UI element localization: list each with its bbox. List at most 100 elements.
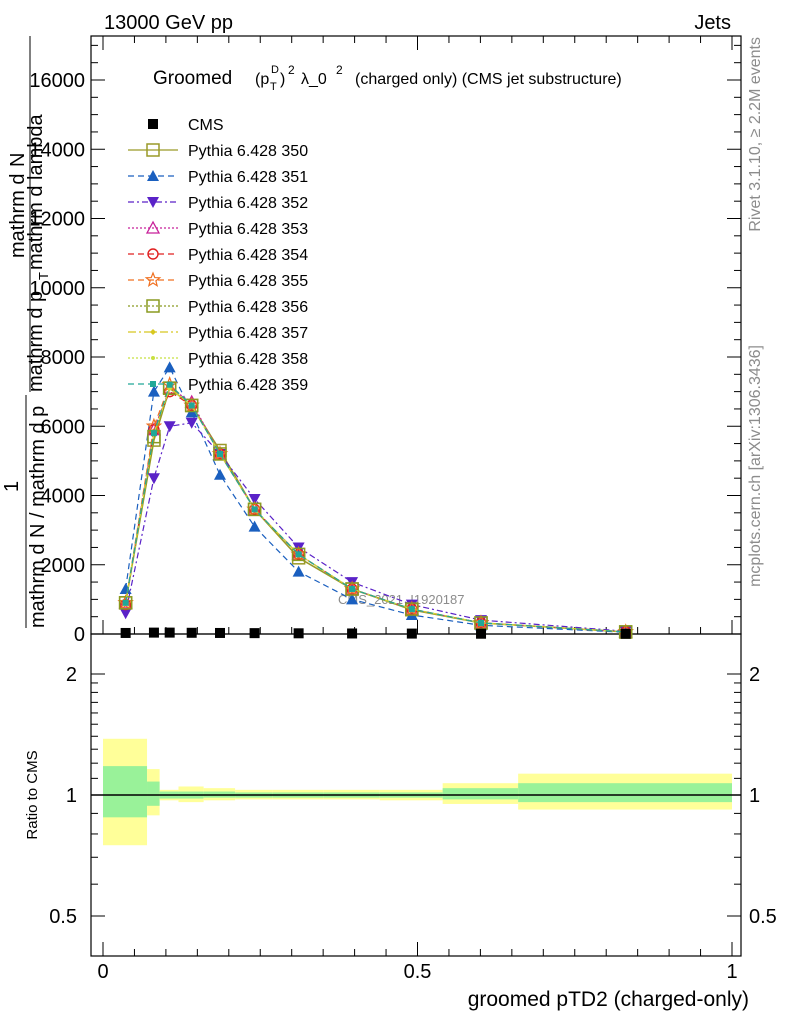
data-point <box>406 603 418 615</box>
y-tick-label: 16000 <box>29 70 85 92</box>
x-tick-label: 1 <box>726 961 737 983</box>
legend-marker <box>150 381 156 387</box>
ylabel-denom-top-rest: mathrm d lambda <box>25 114 47 270</box>
data-point <box>246 500 263 517</box>
legend-label: Pythia 6.428 356 <box>188 299 308 316</box>
data-point <box>148 627 159 638</box>
data-point <box>166 381 173 388</box>
title-close: ) <box>280 71 285 88</box>
data-point <box>478 619 485 626</box>
main-series <box>117 361 635 639</box>
data-point <box>120 627 131 638</box>
legend-marker <box>148 119 158 129</box>
data-point <box>150 430 157 437</box>
main-axis-ticks: 0 2000 4000 6000 8000 10000 12000 14000 16000 0 0.… <box>29 36 741 983</box>
ylabel-numer-top2: N <box>7 153 29 167</box>
header-jets: Jets <box>694 12 731 34</box>
data-point <box>214 627 225 638</box>
legend-label: Pythia 6.428 350 <box>188 143 308 160</box>
legend-marker <box>146 143 160 157</box>
data-point <box>185 417 198 429</box>
legend-item: Pythia 6.428 352 <box>128 195 308 212</box>
legend-marker <box>147 248 159 260</box>
y-tick-label: 10000 <box>29 278 85 300</box>
data-point <box>216 450 223 457</box>
plot-title: Groomed (p D T ) 2 λ_0 2 (charged only) … <box>153 63 622 93</box>
data-point <box>164 627 175 638</box>
title-sup-2: 2 <box>288 63 295 77</box>
data-point <box>183 396 200 413</box>
title-sub-t: T <box>270 81 277 93</box>
mcplots-label: mcplots.cern.ch [arXiv:1306.3436] <box>747 345 764 587</box>
legend-marker <box>145 220 161 234</box>
ylabel-numer: 1 <box>1 481 23 492</box>
data-point <box>620 628 631 639</box>
data-point <box>293 628 304 639</box>
data-point <box>349 585 356 592</box>
legend-item: Pythia 6.428 354 <box>128 247 308 264</box>
ratio-tick-label: 1 <box>66 785 77 807</box>
data-point <box>251 506 258 513</box>
y-tick-label: 0 <box>74 624 85 646</box>
data-point <box>147 385 160 397</box>
legend-label: Pythia 6.428 355 <box>188 273 308 290</box>
legend-label: Pythia 6.428 351 <box>188 169 308 186</box>
data-point <box>163 421 176 433</box>
data-point <box>476 628 487 639</box>
data-point <box>295 551 302 558</box>
title-groomed: Groomed <box>153 68 232 89</box>
ratio-tick-label-right: 2 <box>749 664 760 686</box>
legend-marker <box>147 170 159 181</box>
y-tick-label: 12000 <box>29 209 85 231</box>
data-point <box>292 548 305 561</box>
data-point <box>213 447 227 461</box>
title-lambda: λ_0 <box>301 71 327 88</box>
ratio-tick-label-right: 1 <box>749 785 760 807</box>
data-point <box>343 580 361 597</box>
legend-marker <box>150 329 156 335</box>
legend-item: CMS <box>148 117 224 134</box>
ylabel-numer-top: mathrm d <box>7 174 29 258</box>
ratio-tick-label: 0.5 <box>49 906 77 928</box>
data-point <box>345 582 359 596</box>
data-point <box>347 628 358 639</box>
data-point <box>248 520 261 532</box>
legend: CMS Pythia 6.428 350 Pythia 6.428 351 Pythi… <box>128 117 308 394</box>
legend-label: Pythia 6.428 358 <box>188 351 308 368</box>
ratio-band-inner <box>147 781 160 806</box>
data-point <box>163 361 176 373</box>
data-point <box>119 582 132 594</box>
x-tick-label: 0 <box>97 961 108 983</box>
header-energy: 13000 GeV pp <box>104 12 233 34</box>
data-point <box>346 583 358 595</box>
data-point <box>405 599 418 611</box>
data-point <box>213 468 226 480</box>
data-point <box>118 596 133 610</box>
legend-item: Pythia 6.428 351 <box>128 169 308 186</box>
ratio-tick-label-right: 0.5 <box>749 906 777 928</box>
ylabel-denom-top: mathrm d p <box>25 291 47 392</box>
main-ylabel: mathrm d N mathrm d p T mathrm d lambda … <box>1 36 51 628</box>
legend-item: Pythia 6.428 350 <box>128 143 308 160</box>
legend-label: Pythia 6.428 353 <box>188 221 308 238</box>
ratio-ylabel: Ratio to CMS <box>24 750 41 839</box>
data-point <box>186 627 197 638</box>
data-point <box>248 493 261 505</box>
y-tick-label: 2000 <box>41 555 86 577</box>
data-point <box>405 602 419 616</box>
data-point <box>406 628 417 639</box>
y-tick-label: 6000 <box>41 416 86 438</box>
legend-label: Pythia 6.428 359 <box>188 377 308 394</box>
rivet-label: Rivet 3.1.10, ≥ 2.2M events <box>747 37 764 232</box>
legend-item: Pythia 6.428 353 <box>128 220 308 238</box>
ratio-tick-label: 2 <box>66 664 77 686</box>
series-cms <box>120 627 631 639</box>
legend-marker <box>146 299 160 313</box>
y-tick-label: 8000 <box>41 347 86 369</box>
legend-item: Pythia 6.428 355 <box>128 271 308 290</box>
ylabel-denom-top-sub: T <box>36 272 51 280</box>
legend-item: Pythia 6.428 358 <box>128 351 308 368</box>
legend-marker <box>144 271 162 288</box>
data-point <box>145 417 163 434</box>
